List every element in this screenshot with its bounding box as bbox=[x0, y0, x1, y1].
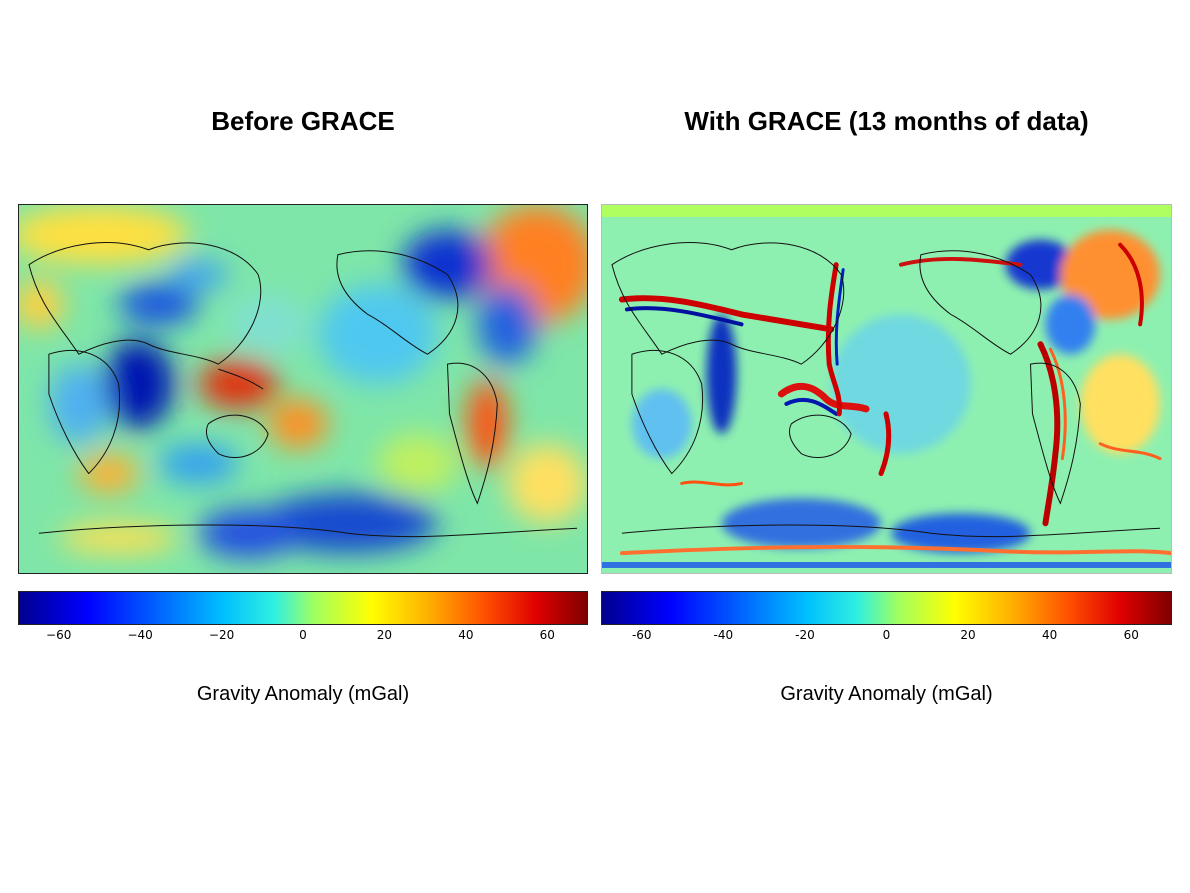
colorbar-tick: -20 bbox=[795, 628, 815, 642]
colorbar-tick: 0 bbox=[299, 628, 307, 642]
panel-title-before: Before GRACE bbox=[211, 106, 395, 136]
colorbar-ticks-with-grace: -60 -40 -20 0 20 40 60 bbox=[601, 628, 1172, 648]
colorbar-tick: -60 bbox=[631, 628, 652, 642]
panel-title-with-grace: With GRACE (13 months of data) bbox=[684, 106, 1089, 136]
colorbar-tick: 40 bbox=[458, 628, 474, 642]
colorbar-tick: 20 bbox=[376, 628, 393, 642]
colorbar-tick: −60 bbox=[46, 628, 72, 642]
gravity-map-with-grace bbox=[601, 204, 1172, 574]
colorbar-label-with-grace: Gravity Anomaly (mGal) bbox=[780, 683, 993, 705]
colorbar-tick: −20 bbox=[208, 628, 235, 642]
colorbar-tick: 60 bbox=[539, 628, 555, 642]
colorbar-before bbox=[18, 591, 588, 625]
colorbar-tick: 60 bbox=[1123, 628, 1139, 642]
colorbar-tick: 0 bbox=[882, 628, 891, 642]
colorbar-tick: 20 bbox=[960, 628, 976, 642]
colorbar-tick: -40 bbox=[713, 628, 734, 642]
colorbar-label-before: Gravity Anomaly (mGal) bbox=[196, 683, 410, 705]
colorbar-ticks-before: −60 −40 −20 0 20 40 60 bbox=[18, 628, 588, 648]
gravity-map-before bbox=[18, 204, 588, 574]
colorbar-tick: −40 bbox=[127, 628, 153, 642]
colorbar-with-grace bbox=[601, 591, 1172, 625]
colorbar-tick: 40 bbox=[1042, 628, 1058, 642]
